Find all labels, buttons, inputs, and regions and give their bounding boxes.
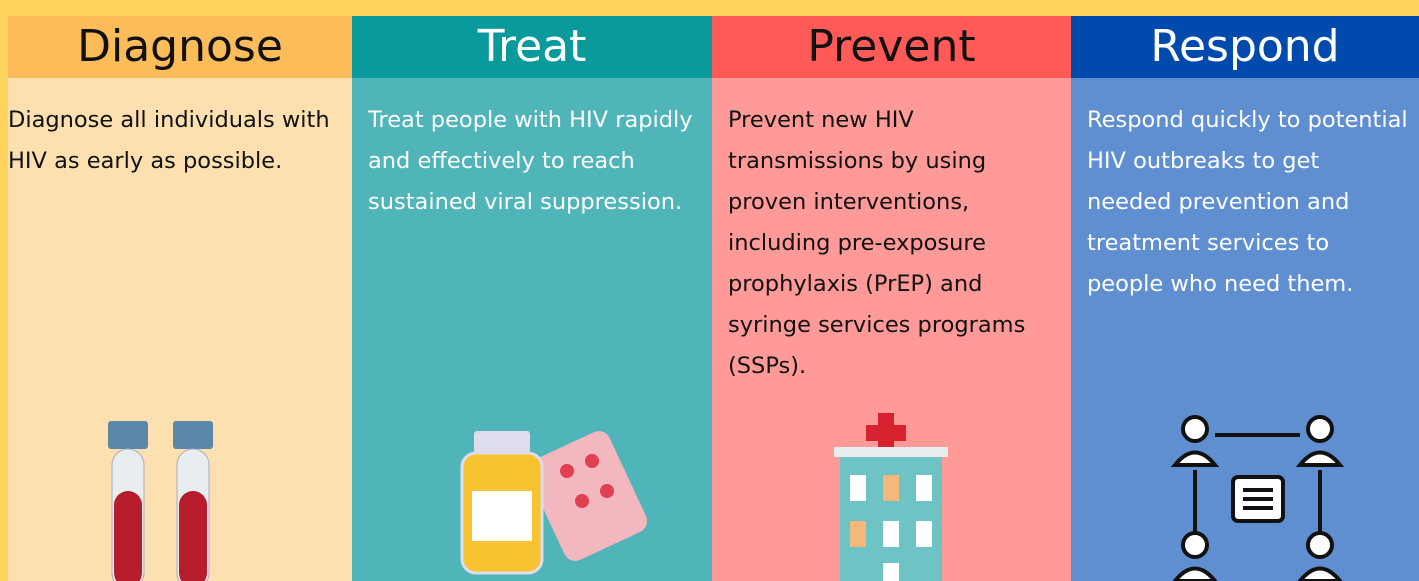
pills-icon	[352, 401, 712, 581]
infographic: Diagnose Diagnose all individuals with H…	[0, 0, 1419, 581]
network-icon	[1071, 401, 1419, 581]
column-text: Treat people with HIV rapidly and effect…	[352, 78, 712, 223]
column: Prevent Prevent new HIV transmissions by…	[712, 16, 1071, 581]
column-title: Diagnose	[8, 16, 352, 78]
column: Diagnose Diagnose all individuals with H…	[8, 16, 352, 581]
test-tube-icon	[8, 401, 352, 581]
column: Respond Respond quickly to potential HIV…	[1071, 16, 1419, 581]
column-title: Prevent	[712, 16, 1071, 78]
column-text: Respond quickly to potential HIV outbrea…	[1071, 78, 1419, 305]
column-text: Prevent new HIV transmissions by using p…	[712, 78, 1071, 387]
hospital-icon	[712, 401, 1071, 581]
column-title: Respond	[1071, 16, 1419, 78]
column-text: Diagnose all individuals with HIV as ear…	[8, 78, 352, 182]
column: Treat Treat people with HIV rapidly and …	[352, 16, 712, 581]
column-title: Treat	[352, 16, 712, 78]
